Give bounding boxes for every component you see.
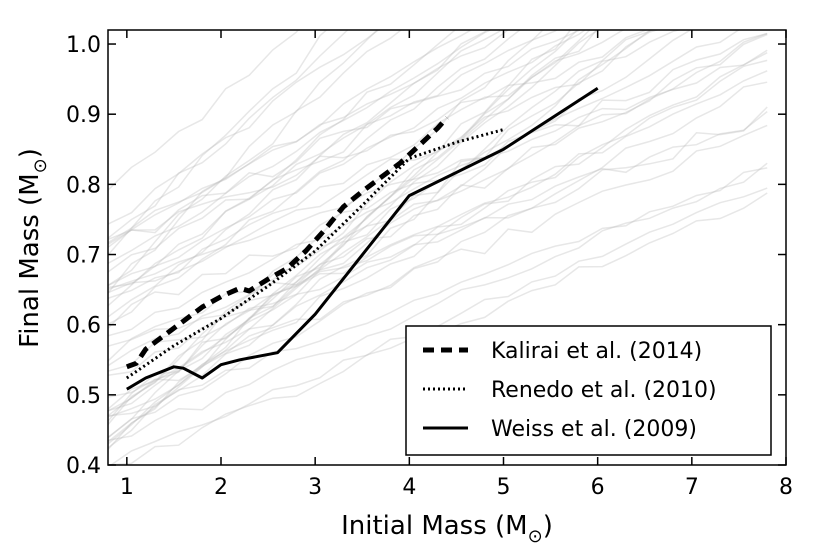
background-track [108, 30, 693, 412]
background-track [108, 30, 457, 307]
background-track [108, 49, 768, 291]
background-track [108, 30, 572, 443]
background-track [108, 106, 768, 372]
background-track [108, 30, 660, 422]
x-axis-label-end: ) [543, 511, 553, 541]
series-line-0 [125, 116, 449, 370]
background-track [108, 30, 349, 239]
background-track [108, 59, 768, 410]
x-tick-label: 5 [497, 475, 511, 500]
background-track [108, 30, 328, 256]
background-track [108, 32, 768, 367]
background-track [108, 30, 591, 450]
ticks-layer: 1 2 3 4 5 6 7 8 0.4 0.5 0.6 0.7 0.8 0.9 1.0 [66, 30, 793, 500]
y-tick-label: 1.0 [66, 33, 101, 58]
x-axis-label-main: Initial Mass (M [341, 511, 528, 541]
plot-frame [107, 29, 787, 466]
background-track [108, 30, 600, 445]
y-tick-label: 0.7 [66, 244, 101, 269]
x-axis-label: Initial Mass (M⊙) [341, 511, 553, 547]
y-tick-label: 0.6 [66, 314, 101, 339]
background-track [108, 167, 768, 417]
background-track [108, 70, 768, 376]
background-track [108, 52, 768, 418]
x-tick-label: 1 [120, 475, 134, 500]
y-tick-label: 0.8 [66, 173, 101, 198]
background-track [108, 30, 504, 287]
background-track [108, 30, 652, 449]
series-layer [125, 86, 599, 391]
background-track [108, 30, 579, 439]
background-track [108, 30, 522, 325]
y-tick-label: 0.9 [66, 103, 101, 128]
series-line-1 [125, 128, 504, 380]
background-track [108, 30, 473, 248]
y-axis-label-end: ) [15, 148, 45, 158]
x-tick-label: 6 [591, 475, 605, 500]
background-track [108, 30, 558, 273]
background-track [108, 30, 379, 294]
background-track [108, 30, 625, 300]
legend-label-renedo: Renedo et al. (2010) [491, 378, 717, 403]
y-tick-label: 0.5 [66, 384, 101, 409]
background-track [108, 30, 403, 287]
background-track [108, 30, 488, 318]
background-track [108, 81, 768, 439]
background-track [108, 30, 682, 294]
y-tick-label: 0.4 [66, 454, 101, 479]
x-tick-label: 3 [308, 475, 322, 500]
background-track [108, 30, 740, 337]
background-track [108, 30, 300, 191]
background-track [108, 30, 510, 244]
background-track [108, 124, 768, 398]
background-track [108, 30, 493, 264]
series-line-2 [126, 86, 599, 391]
y-axis-label-main: Final Mass (M [15, 173, 45, 347]
background-track [108, 33, 768, 362]
x-axis-label-sub: ⊙ [528, 526, 543, 547]
x-tick-label: 2 [214, 475, 228, 500]
x-tick-label: 8 [779, 475, 793, 500]
background-track [108, 162, 768, 441]
background-track [108, 30, 598, 417]
x-tick-label: 7 [685, 475, 699, 500]
background-track [108, 30, 587, 289]
background-track [108, 30, 649, 241]
y-axis-label-sub: ⊙ [30, 158, 51, 173]
y-axis-label: Final Mass (M⊙) [15, 148, 51, 348]
background-track [108, 111, 768, 347]
background-track [108, 30, 581, 245]
background-track [108, 30, 380, 225]
x-tick-label: 4 [402, 475, 416, 500]
legend-label-weiss: Weiss et al. (2009) [491, 417, 697, 442]
legend-label-kalirai: Kalirai et al. (2014) [491, 339, 702, 364]
legend: Kalirai et al. (2014) Renedo et al. (201… [405, 325, 772, 456]
